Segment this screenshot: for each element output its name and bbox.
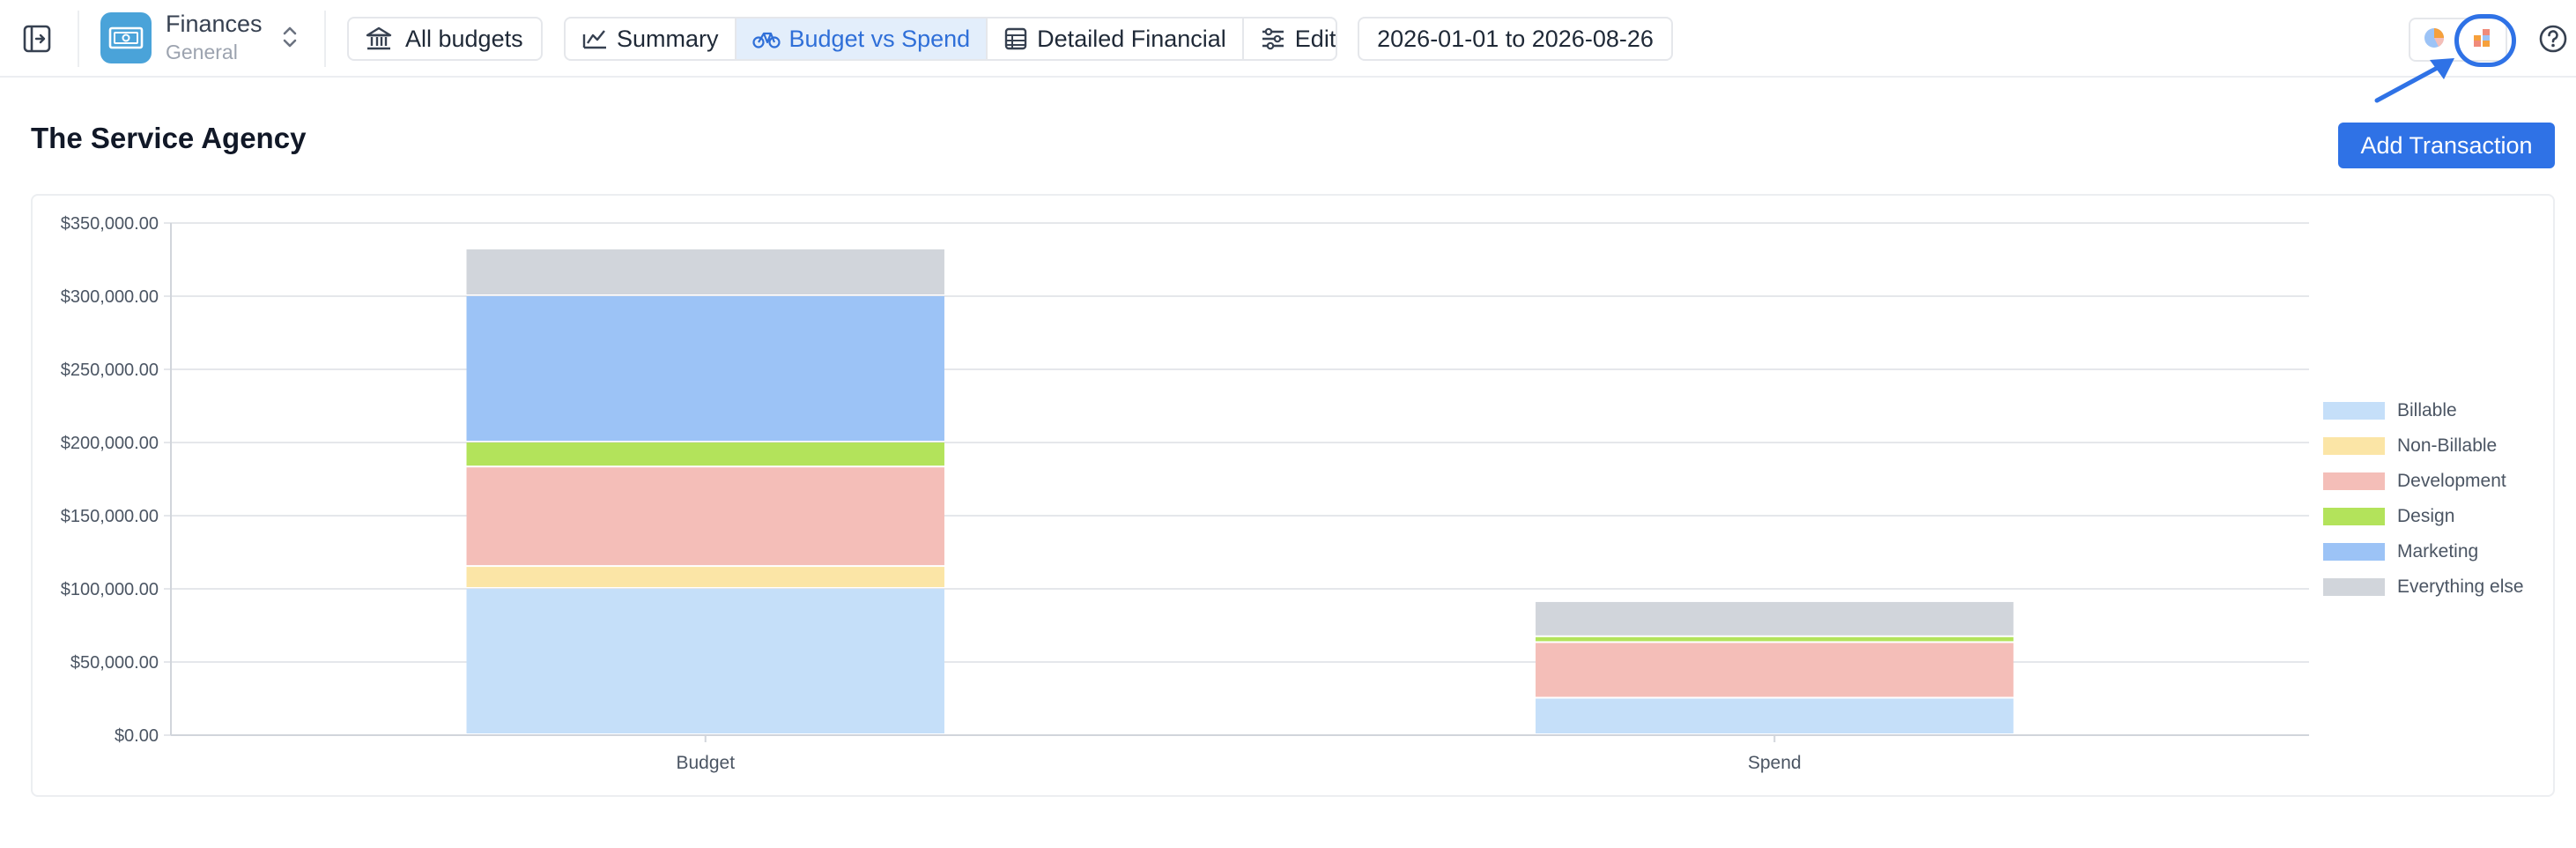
budget-vs-spend-chart: $0.00 $50,000.00 $100,000.00 $150,000.00 $20… bbox=[31, 194, 2555, 797]
pie-chart-view-button[interactable] bbox=[2410, 19, 2458, 60]
legend-item[interactable]: Non-Billable bbox=[2323, 428, 2552, 464]
legend-item[interactable]: Everything else bbox=[2323, 569, 2552, 605]
view-tabs: Summary Budget vs Spend bbox=[564, 17, 1337, 61]
legend-swatch bbox=[2323, 508, 2385, 525]
legend-label: Development bbox=[2397, 471, 2506, 491]
stacked-bar-chart-icon bbox=[2470, 26, 2493, 54]
y-tick-label: $300,000.00 bbox=[61, 287, 159, 307]
legend-label: Non-Billable bbox=[2397, 435, 2498, 456]
app-switcher[interactable]: Finances General bbox=[100, 9, 312, 67]
pie-chart-icon bbox=[2423, 26, 2446, 54]
tab-summary[interactable]: Summary bbox=[566, 19, 737, 59]
all-budgets-label: All budgets bbox=[405, 25, 523, 52]
chart-legend: Billable Non-Billable Development Design Mar… bbox=[2323, 393, 2552, 605]
legend-label: Billable bbox=[2397, 400, 2457, 420]
y-tick-label: $250,000.00 bbox=[61, 361, 159, 380]
bar-segment-non-billable bbox=[466, 567, 944, 587]
tab-detailed-financial-label: Detailed Financial bbox=[1037, 25, 1226, 52]
app-subtitle: General bbox=[166, 41, 238, 63]
legend-item[interactable]: Billable bbox=[2323, 393, 2552, 428]
y-tick-label: $0.00 bbox=[115, 726, 159, 746]
legend-swatch bbox=[2323, 578, 2385, 596]
date-range-picker[interactable]: 2026-01-01 to 2026-08-26 bbox=[1358, 17, 1673, 61]
divider bbox=[78, 11, 79, 67]
bar-segment-everything-else bbox=[466, 249, 944, 294]
legend-label: Design bbox=[2397, 506, 2455, 526]
y-tick-label: $350,000.00 bbox=[61, 214, 159, 234]
legend-swatch bbox=[2323, 472, 2385, 490]
chart-type-toggle bbox=[2409, 18, 2507, 62]
legend-swatch bbox=[2323, 543, 2385, 561]
y-tick-label: $100,000.00 bbox=[61, 580, 159, 599]
table-icon bbox=[1003, 26, 1028, 51]
add-transaction-button[interactable]: Add Transaction bbox=[2338, 123, 2555, 168]
legend-swatch bbox=[2323, 402, 2385, 420]
bar-segment-marketing bbox=[466, 296, 944, 441]
legend-item[interactable]: Design bbox=[2323, 499, 2552, 534]
legend-label: Marketing bbox=[2397, 541, 2479, 562]
y-tick-label: $200,000.00 bbox=[61, 434, 159, 453]
stacked-bar-chart: $0.00 $50,000.00 $100,000.00 $150,000.00 $20… bbox=[61, 214, 2309, 773]
x-tick-label: Spend bbox=[1748, 753, 1802, 773]
bar-segment-billable bbox=[466, 589, 944, 733]
legend-item[interactable]: Development bbox=[2323, 464, 2552, 499]
legend-item[interactable]: Marketing bbox=[2323, 534, 2552, 569]
page-title: The Service Agency bbox=[31, 122, 307, 154]
divider bbox=[324, 11, 326, 67]
all-budgets-button[interactable]: All budgets bbox=[347, 17, 543, 61]
bar-segment-development bbox=[466, 467, 944, 566]
bar-segment-design bbox=[466, 443, 944, 466]
y-tick-label: $50,000.00 bbox=[70, 653, 159, 673]
bar-segment-design bbox=[1536, 636, 2014, 642]
bar-segment-billable bbox=[1536, 698, 2014, 733]
x-tick-label: Budget bbox=[676, 753, 735, 773]
line-chart-icon bbox=[581, 27, 608, 50]
tab-budget-vs-spend[interactable]: Budget vs Spend bbox=[736, 19, 988, 59]
top-toolbar: Finances General All budgets bbox=[0, 0, 2576, 78]
help-icon[interactable] bbox=[2537, 23, 2569, 55]
sliders-icon bbox=[1260, 26, 1286, 51]
bar-segment-everything-else bbox=[1536, 601, 2014, 636]
y-tick-label: $150,000.00 bbox=[61, 507, 159, 526]
finances-logo-icon bbox=[100, 12, 152, 63]
tab-detailed-financial[interactable]: Detailed Financial bbox=[988, 19, 1244, 59]
legend-swatch bbox=[2323, 437, 2385, 455]
bar-segment-development bbox=[1536, 643, 2014, 697]
tab-budget-vs-spend-label: Budget vs Spend bbox=[788, 25, 971, 52]
tab-edit[interactable]: Edit bbox=[1244, 19, 1336, 59]
legend-label: Everything else bbox=[2397, 576, 2524, 597]
sidebar-toggle-icon[interactable] bbox=[19, 21, 55, 56]
chevron-updown-icon bbox=[280, 23, 300, 56]
bicycle-icon bbox=[751, 27, 781, 50]
bank-icon bbox=[365, 26, 393, 52]
bar-chart-view-button[interactable] bbox=[2458, 19, 2506, 60]
tab-summary-label: Summary bbox=[617, 25, 719, 52]
tab-edit-label: Edit bbox=[1294, 25, 1336, 52]
app-name: Finances bbox=[166, 11, 263, 37]
